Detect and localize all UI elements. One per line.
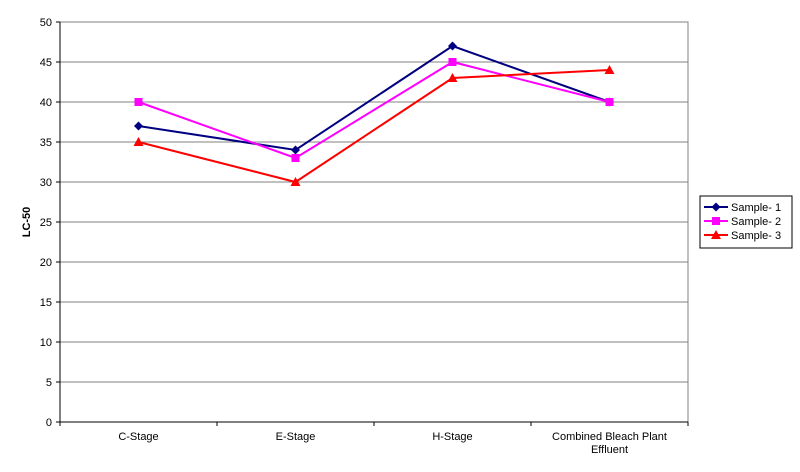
- x-tick-label: E-Stage: [276, 431, 316, 443]
- y-tick-label: 15: [40, 297, 52, 309]
- y-tick-label: 0: [46, 417, 52, 429]
- series-1: [134, 41, 614, 155]
- y-tick-label: 25: [40, 217, 52, 229]
- y-tick-label: 50: [40, 17, 52, 29]
- legend-marker: [712, 217, 720, 225]
- x-axis-ticks: C-Stage E-Stage H-Stage Combined Bleach Pla…: [59, 422, 689, 456]
- series-2: [134, 58, 614, 162]
- data-point: [447, 73, 458, 82]
- series-3: [133, 65, 615, 186]
- legend-item: Sample- 2: [704, 216, 781, 228]
- x-tick-label: Combined Bleach Plant Effluent: [552, 431, 667, 456]
- y-axis-ticks: 0 5 10 15 20 25 30 35 40 45 50: [40, 17, 60, 429]
- y-tick-label: 20: [40, 257, 52, 269]
- data-point: [134, 121, 143, 131]
- y-tick-label: 10: [40, 337, 52, 349]
- legend-label: Sample- 2: [731, 216, 781, 228]
- series-group: [133, 41, 615, 186]
- legend-marker: [711, 202, 721, 212]
- legend-label: Sample- 3: [731, 230, 781, 242]
- gridlines: [60, 21, 688, 383]
- data-point: [604, 65, 615, 74]
- legend-label: Sample- 1: [731, 202, 781, 214]
- y-tick-label: 30: [40, 177, 52, 189]
- legend-item: Sample- 3: [704, 230, 781, 242]
- series-line: [138, 69, 610, 184]
- data-point: [448, 41, 457, 51]
- y-tick-label: 45: [40, 57, 52, 69]
- data-point: [133, 137, 144, 146]
- data-point: [290, 177, 301, 186]
- data-point: [134, 98, 143, 106]
- y-axis-title: LC-50: [21, 207, 33, 238]
- series-line: [138, 60, 610, 160]
- y-tick-label: 5: [46, 377, 52, 389]
- legend-item: Sample- 1: [704, 202, 781, 214]
- data-point: [605, 98, 614, 106]
- y-tick-label: 40: [40, 97, 52, 109]
- x-tick-label: H-Stage: [432, 431, 472, 443]
- data-point: [448, 58, 457, 66]
- data-point: [291, 154, 300, 162]
- y-tick-label: 35: [40, 137, 52, 149]
- x-tick-label: C-Stage: [118, 431, 158, 443]
- data-point: [291, 145, 300, 155]
- legend: Sample- 1 Sample- 2 Sample- 3: [699, 195, 793, 249]
- legend-marker: [711, 230, 721, 239]
